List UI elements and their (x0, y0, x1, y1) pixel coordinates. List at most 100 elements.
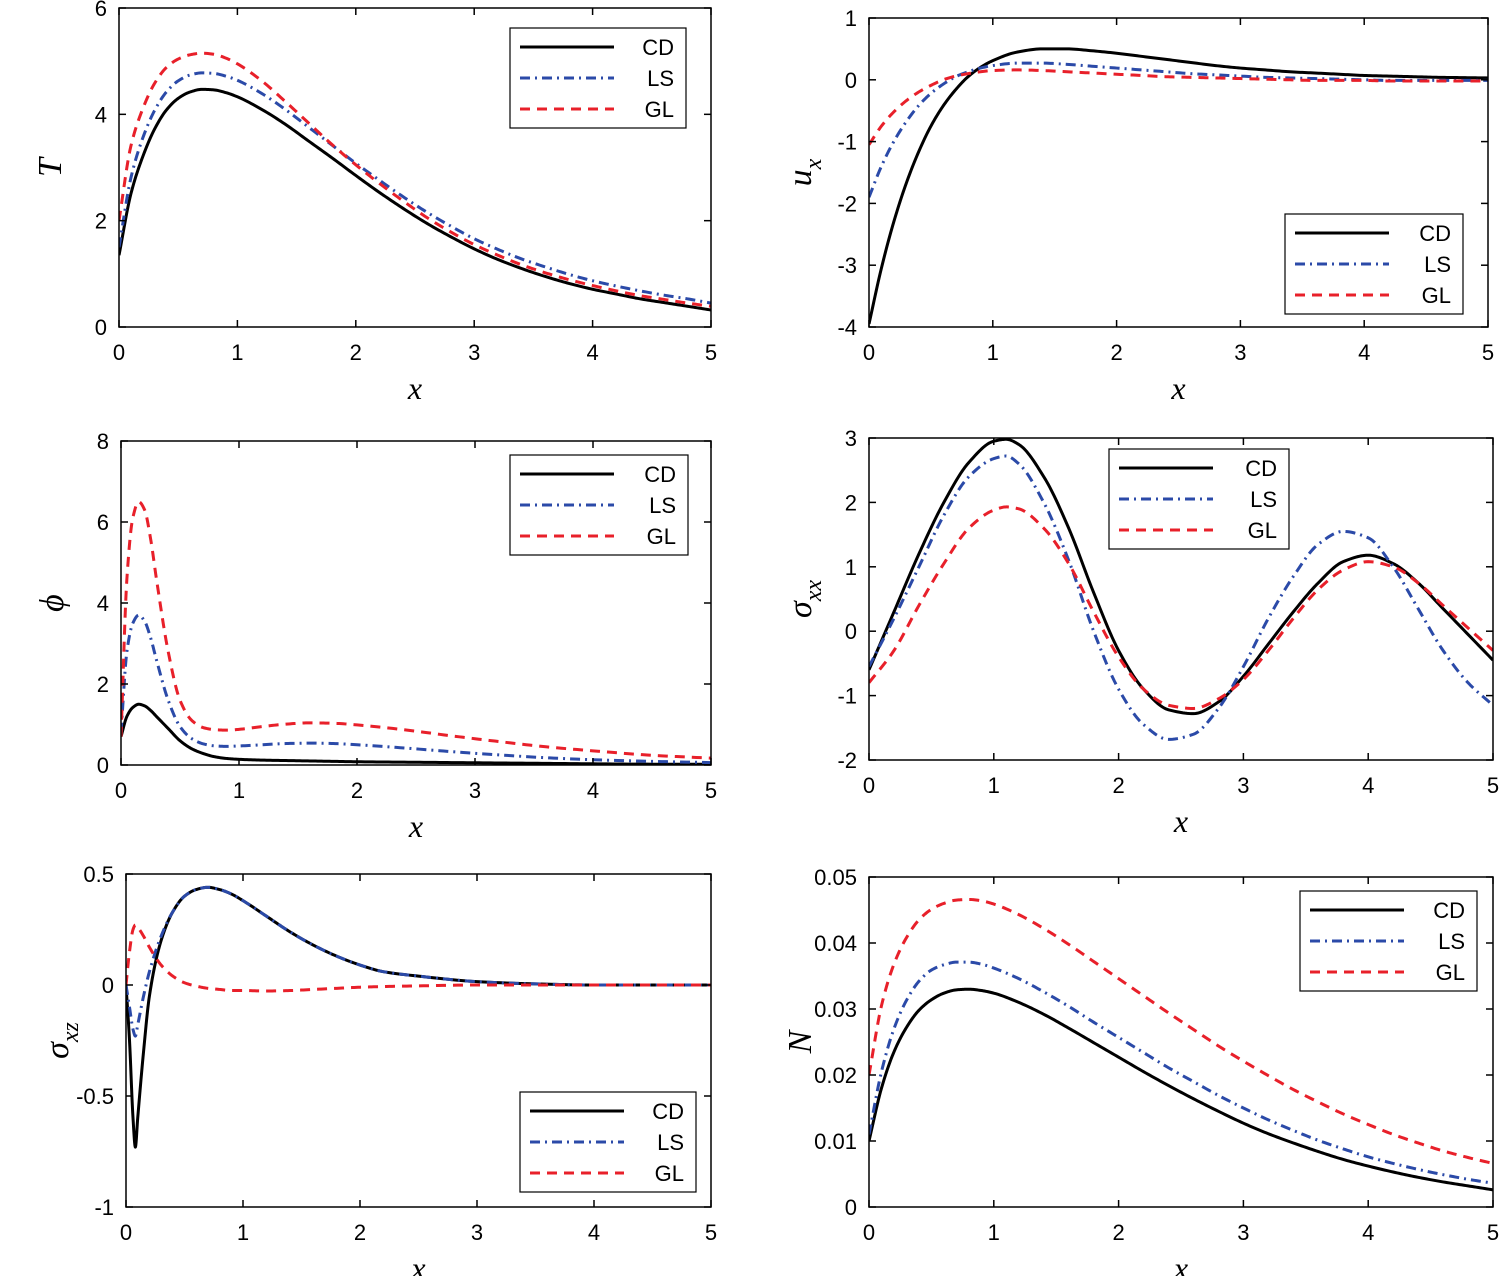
x-tick-label: 3 (1234, 340, 1246, 365)
x-tick-label: 0 (113, 340, 125, 365)
panel-T: 0 1 2 3 4 5 0 2 4 6 x T CD LS GL (32, 0, 717, 406)
y-tick-label: -0.5 (76, 1084, 114, 1109)
y-axis-label-main: ϕ (34, 594, 71, 612)
legend: CD LS GL (519, 1091, 697, 1193)
x-tick-label: 0 (115, 778, 127, 803)
panel-sxz: 0 1 2 3 4 5 -1 -0.5 0 0.5 x σxz CD LS GL (39, 862, 717, 1276)
legend-label-gl: GL (655, 1161, 684, 1186)
series-line-gl (869, 505, 1493, 710)
x-tick-label: 2 (350, 340, 362, 365)
x-tick-label: 4 (586, 340, 598, 365)
x-tick-label: 3 (469, 778, 481, 803)
y-tick-label: 3 (845, 426, 857, 451)
y-tick-label: 4 (95, 102, 107, 127)
y-axis-label-subscript: xz (58, 1021, 84, 1043)
x-tick-label: 1 (988, 773, 1000, 798)
y-tick-label: 0 (845, 68, 857, 93)
legend-label-ls: LS (647, 66, 674, 91)
y-tick-label: 6 (95, 0, 107, 21)
y-tick-label: 1 (845, 6, 857, 31)
legend-label-cd: CD (642, 35, 674, 60)
series-line-ls (869, 61, 1488, 198)
legend: CD LS GL (509, 454, 689, 556)
x-tick-label: 2 (1112, 1220, 1124, 1245)
y-axis-label-main: σ (782, 600, 819, 618)
plot-frame (118, 7, 712, 328)
x-tick-label: 5 (705, 778, 717, 803)
x-tick-label: 0 (863, 773, 875, 798)
y-axis-label: σxz (39, 1021, 84, 1058)
legend: CD LS GL (509, 27, 687, 129)
panel-N: 0 1 2 3 4 5 0 0.01 0.02 0.03 0.04 0.05 x N CD LS GL (782, 865, 1499, 1276)
series-group (869, 897, 1493, 1192)
y-tick-label: -3 (837, 253, 857, 278)
y-axis-label-main: T (32, 156, 69, 177)
legend: CD LS GL (1284, 213, 1464, 315)
x-tick-label: 5 (705, 340, 717, 365)
y-axis-label-main: σ (39, 1041, 76, 1059)
y-tick-label: 0.05 (814, 865, 857, 890)
y-tick-label: 2 (97, 672, 109, 697)
y-tick-label: 4 (97, 591, 109, 616)
legend-box (1108, 448, 1290, 550)
x-tick-label: 3 (1237, 773, 1249, 798)
series-line-gl (869, 68, 1488, 146)
y-tick-label: 8 (97, 429, 109, 454)
plot-frame (125, 873, 712, 1208)
legend-label-ls: LS (657, 1130, 684, 1155)
series-line-cd (869, 47, 1488, 325)
y-axis-label-subscript: xx (801, 580, 827, 603)
legend-label-ls: LS (1438, 929, 1465, 954)
x-axis-label: x (407, 370, 422, 406)
y-tick-label: 0 (97, 753, 109, 778)
legend-label-cd: CD (1433, 898, 1465, 923)
legend-label-gl: GL (1248, 518, 1277, 543)
x-tick-label: 1 (987, 340, 999, 365)
x-tick-label: 4 (1362, 773, 1374, 798)
y-tick-label: 6 (97, 510, 109, 535)
legend-box (1284, 213, 1464, 315)
legend-box (1299, 890, 1478, 992)
panel-phi: 0 1 2 3 4 5 0 2 4 6 8 x ϕ CD LS GL (34, 429, 717, 844)
series-line-gl (121, 500, 711, 760)
series-line-gl (869, 897, 1493, 1165)
x-tick-label: 4 (1362, 1220, 1374, 1245)
series-group (121, 500, 711, 765)
x-tick-label: 4 (588, 1220, 600, 1245)
y-tick-label: -2 (837, 191, 857, 216)
x-tick-label: 4 (587, 778, 599, 803)
y-tick-label: 1 (845, 555, 857, 580)
y-tick-label: 0.03 (814, 997, 857, 1022)
series-line-cd (126, 885, 711, 1149)
x-tick-label: 1 (988, 1220, 1000, 1245)
y-axis-label: T (32, 156, 69, 177)
series-line-ls (121, 613, 711, 765)
series-group (869, 438, 1493, 741)
legend-label-cd: CD (644, 462, 676, 487)
plot-frame (868, 876, 1494, 1208)
y-tick-label: -1 (837, 684, 857, 709)
y-tick-label: 0.5 (83, 862, 114, 887)
y-tick-label: 2 (845, 490, 857, 515)
y-tick-label: -1 (837, 130, 857, 155)
x-tick-label: 1 (231, 340, 243, 365)
legend-label-ls: LS (1250, 487, 1277, 512)
x-tick-label: 0 (863, 1220, 875, 1245)
y-tick-label: 0 (845, 619, 857, 644)
legend-label-cd: CD (1419, 221, 1451, 246)
legend: CD LS GL (1108, 448, 1290, 550)
series-line-cd (119, 87, 711, 312)
series-line-cd (869, 438, 1493, 716)
series-line-ls (126, 885, 711, 1038)
y-tick-label: 0.02 (814, 1063, 857, 1088)
x-tick-label: 3 (1237, 1220, 1249, 1245)
y-tick-label: 0.01 (814, 1129, 857, 1154)
series-line-gl (119, 51, 711, 308)
y-axis-label: σxx (782, 580, 827, 618)
x-tick-label: 3 (468, 340, 480, 365)
x-tick-label: 2 (351, 778, 363, 803)
y-tick-label: 0 (102, 973, 114, 998)
series-line-ls (119, 71, 711, 305)
x-axis-label: x (408, 808, 423, 844)
